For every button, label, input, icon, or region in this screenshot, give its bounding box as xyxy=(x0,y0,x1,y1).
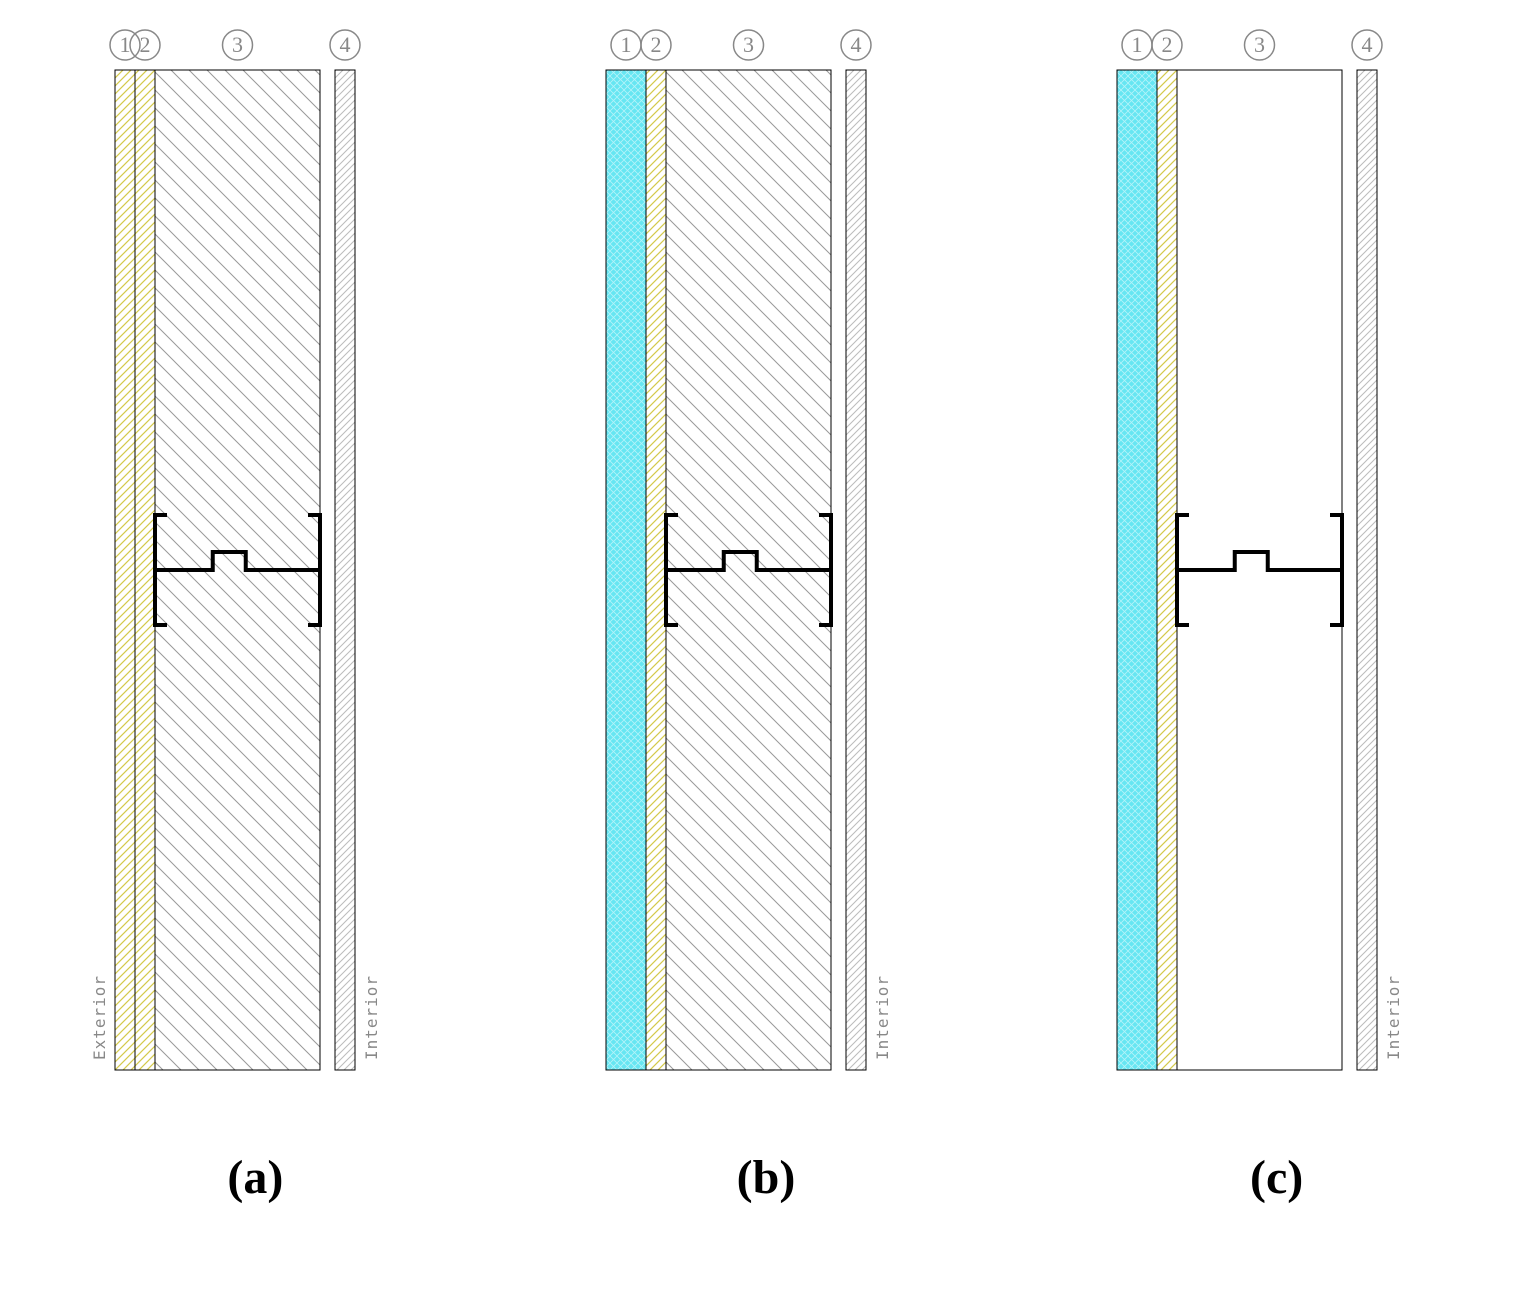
layer-plaster_grey xyxy=(846,70,866,1070)
layer-aerogel_cyan xyxy=(606,70,646,1070)
interior-label: Interior xyxy=(873,975,892,1060)
circle-label-text-3: 3 xyxy=(232,32,243,57)
panel-label-c: (c) xyxy=(1250,1150,1303,1205)
wall-section-c: 12 3 4 Exterior Interior xyxy=(1107,20,1447,1120)
layer-yellow_coating xyxy=(135,70,155,1070)
exterior-label: Exterior xyxy=(90,975,109,1060)
circle-label-text-3: 3 xyxy=(1254,32,1265,57)
circle-label-text-3: 3 xyxy=(743,32,754,57)
wall-section-b: 12 3 4 Exterior Interior xyxy=(596,20,936,1120)
panel-c: 12 3 4 Exterior Interior (c) xyxy=(1107,20,1447,1205)
wall-section-a: 12 3 4 Exterior Interior xyxy=(85,20,425,1120)
circle-label-text-2: 2 xyxy=(140,32,151,57)
circle-label-text-4: 4 xyxy=(850,32,861,57)
interior-label: Interior xyxy=(362,975,381,1060)
figure-container: 1234ExteriorInterior(a)1234ExteriorInter… xyxy=(20,20,1512,1205)
circle-label-text-1: 1 xyxy=(1131,32,1142,57)
circle-label-text-2: 2 xyxy=(1161,32,1172,57)
circle-label-text-4: 4 xyxy=(1361,32,1372,57)
layer-yellow_coating xyxy=(115,70,135,1070)
layer-yellow_coating xyxy=(646,70,666,1070)
exterior-label: Exterior xyxy=(596,975,600,1060)
circle-label-text-1: 1 xyxy=(120,32,131,57)
panel-a: 12 3 4 Exterior Interior (a) xyxy=(85,20,425,1205)
circle-label-text-1: 1 xyxy=(620,32,631,57)
panel-b: 12 3 4 Exterior Interior (b) xyxy=(596,20,936,1205)
interior-label: Interior xyxy=(1384,975,1403,1060)
layer-aerogel_cyan xyxy=(1117,70,1157,1070)
circle-label-text-4: 4 xyxy=(340,32,351,57)
layer-yellow_coating xyxy=(1157,70,1177,1070)
panel-label-b: (b) xyxy=(737,1150,796,1205)
exterior-label: Exterior xyxy=(1107,975,1111,1060)
layer-plaster_grey xyxy=(1357,70,1377,1070)
circle-label-text-2: 2 xyxy=(650,32,661,57)
layer-plaster_grey xyxy=(335,70,355,1070)
panel-label-a: (a) xyxy=(227,1150,283,1205)
